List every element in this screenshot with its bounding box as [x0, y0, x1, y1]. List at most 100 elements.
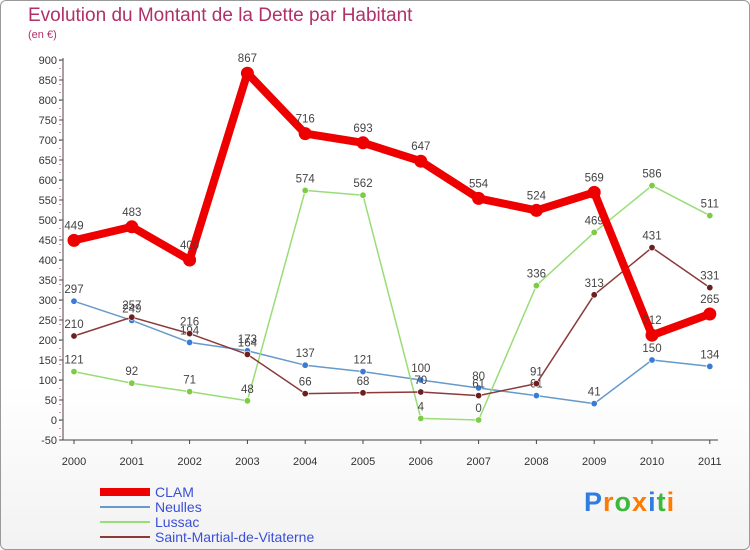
- data-point: [417, 388, 425, 396]
- data-label: 100: [411, 363, 430, 375]
- data-label: 257: [122, 300, 141, 312]
- data-point: [475, 384, 483, 392]
- data-point: [125, 220, 139, 234]
- y-tick-label: 850: [39, 75, 57, 87]
- data-point: [243, 397, 251, 405]
- y-tick-label: 350: [39, 275, 57, 287]
- data-point: [587, 185, 601, 199]
- data-point: [301, 186, 309, 194]
- data-point: [703, 307, 717, 321]
- y-tick-label: 400: [39, 255, 57, 267]
- brand-letter: o: [614, 487, 633, 517]
- data-point: [67, 233, 81, 247]
- data-point: [186, 388, 194, 396]
- data-label: 336: [527, 269, 546, 281]
- x-tick-label: 2010: [640, 456, 664, 468]
- x-tick-label: 2009: [582, 456, 606, 468]
- data-point: [70, 332, 78, 340]
- data-label: 70: [414, 375, 427, 387]
- data-label: 524: [527, 190, 547, 202]
- legend-label: CLAM: [155, 484, 194, 500]
- data-point: [529, 203, 543, 217]
- data-label: 647: [411, 141, 430, 153]
- x-tick-label: 2008: [524, 456, 548, 468]
- data-point: [590, 228, 598, 236]
- data-point: [298, 127, 312, 141]
- data-label: 150: [642, 343, 661, 355]
- data-label: 91: [530, 367, 543, 379]
- brand-letter: i: [648, 487, 657, 517]
- data-label: 41: [588, 387, 601, 399]
- data-label: 331: [700, 271, 719, 283]
- data-label: 449: [64, 220, 83, 232]
- data-label: 569: [585, 172, 604, 184]
- y-tick-label: 450: [39, 235, 57, 247]
- series-line: [70, 69, 714, 340]
- data-label: 68: [357, 376, 370, 388]
- data-label: 4: [418, 401, 425, 413]
- data-label: 313: [585, 278, 604, 290]
- series-line: [73, 300, 711, 405]
- data-label: 71: [183, 375, 196, 387]
- x-tick-label: 2002: [177, 456, 201, 468]
- series-line: [73, 246, 711, 397]
- brand-letter: r: [603, 487, 615, 517]
- data-point: [648, 182, 656, 190]
- data-label: 265: [700, 294, 719, 306]
- data-label: 586: [642, 169, 661, 181]
- data-point: [70, 368, 78, 376]
- data-point: [590, 400, 598, 408]
- x-tick-label: 2005: [351, 456, 375, 468]
- data-point: [706, 212, 714, 220]
- x-tick-label: 2004: [293, 456, 317, 468]
- data-point: [472, 191, 486, 205]
- data-point: [186, 338, 194, 346]
- data-label: 249: [122, 303, 141, 315]
- brand-letter: t: [656, 487, 667, 517]
- x-tick-label: 2000: [62, 456, 86, 468]
- data-point: [70, 297, 78, 305]
- data-label: 92: [125, 366, 138, 378]
- data-point: [128, 379, 136, 387]
- data-point: [417, 376, 425, 384]
- data-point: [648, 244, 656, 252]
- legend-label: Saint-Martial-de-Vitaterne: [155, 529, 315, 545]
- y-tick-label: 200: [39, 335, 57, 347]
- y-tick-label: 500: [39, 215, 57, 227]
- data-point: [532, 282, 540, 290]
- data-point: [183, 253, 197, 267]
- legend-swatch: [100, 536, 150, 538]
- y-tick-label: 900: [39, 55, 57, 67]
- data-label: 48: [241, 384, 254, 396]
- data-label: 0: [475, 403, 481, 415]
- data-point: [475, 416, 483, 424]
- data-point: [532, 392, 540, 400]
- data-label: 134: [700, 349, 720, 361]
- data-point: [706, 362, 714, 370]
- data-label: 554: [469, 178, 489, 190]
- data-label: 400: [180, 240, 199, 252]
- data-point: [417, 414, 425, 422]
- data-label: 80: [472, 371, 485, 383]
- x-tick-label: 2006: [409, 456, 433, 468]
- data-label: 469: [585, 215, 604, 227]
- y-tick-label: 100: [39, 375, 57, 387]
- brand-letter: x: [632, 487, 649, 517]
- x-tick-label: 2011: [698, 456, 722, 468]
- brand-logo: Proxiti: [584, 487, 675, 518]
- data-label: 173: [238, 334, 257, 346]
- data-point: [186, 330, 194, 338]
- x-tick-label: 2001: [120, 456, 144, 468]
- data-label: 483: [122, 207, 141, 219]
- data-label: 121: [64, 355, 83, 367]
- data-label: 66: [299, 377, 312, 389]
- chart-title: Evolution du Montant de la Dette par Hab…: [28, 5, 413, 26]
- y-tick-label: 700: [39, 135, 57, 147]
- data-point: [301, 361, 309, 369]
- data-point: [414, 154, 428, 168]
- data-point: [359, 368, 367, 376]
- y-tick-label: 550: [39, 195, 57, 207]
- data-point: [128, 313, 136, 321]
- data-label: 693: [353, 123, 372, 135]
- y-tick-label: 150: [39, 355, 57, 367]
